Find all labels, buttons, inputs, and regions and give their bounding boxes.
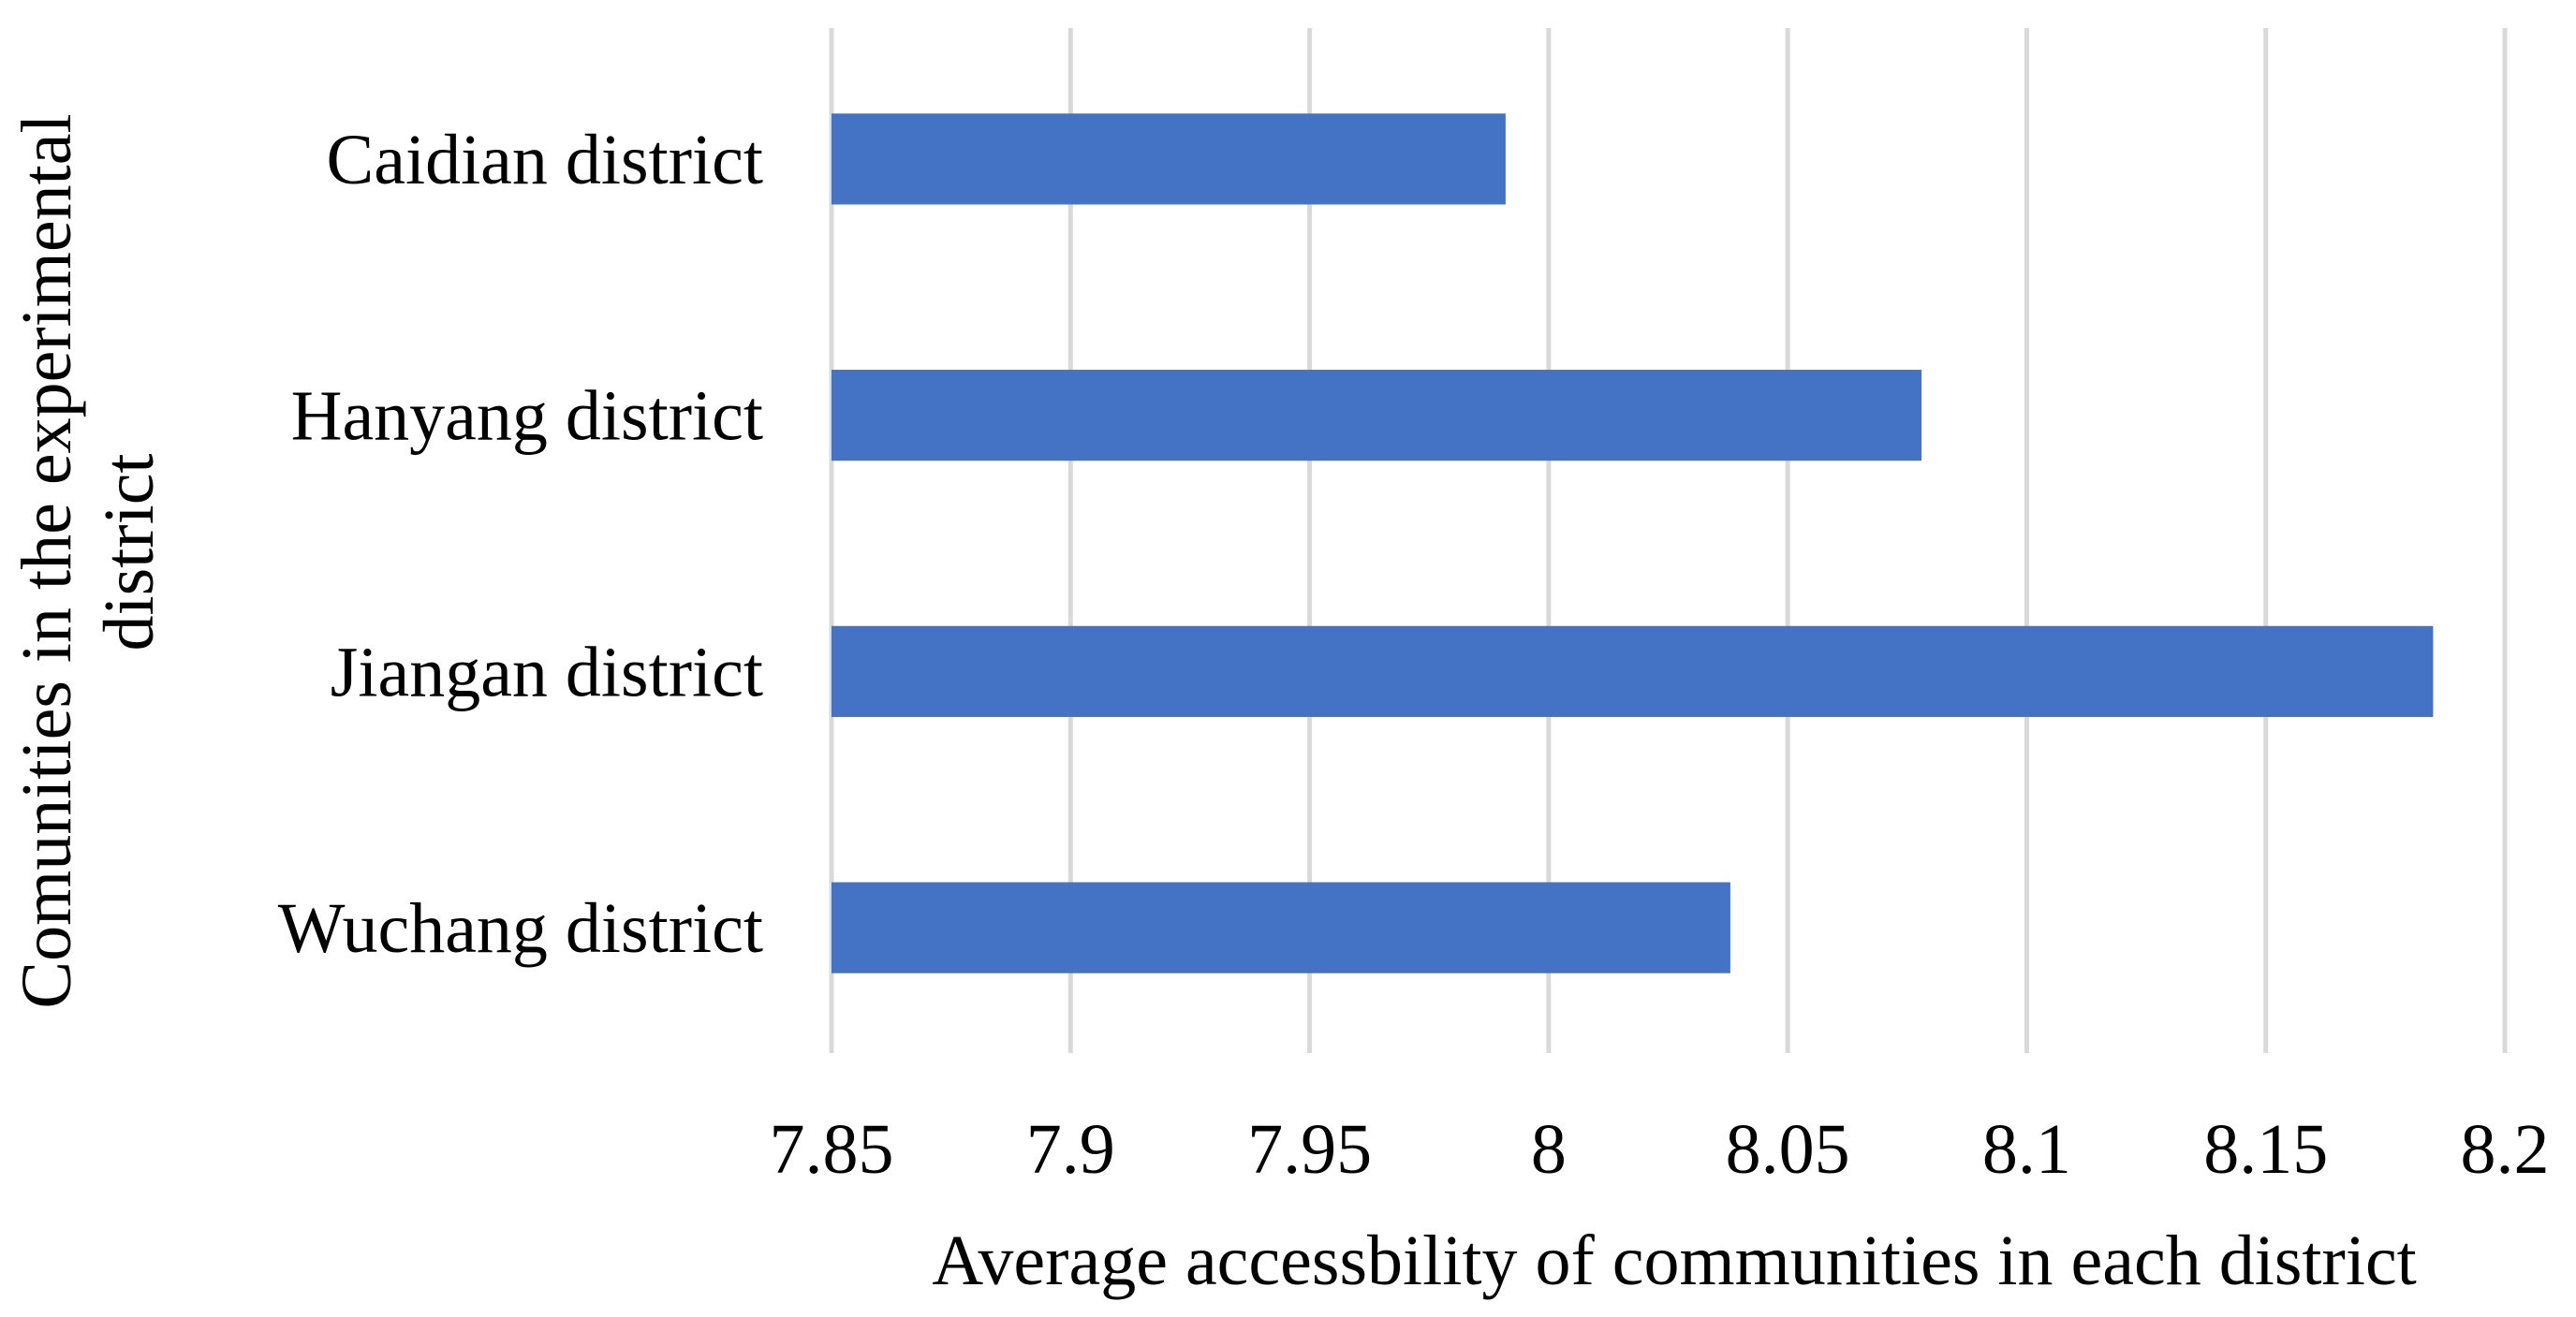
bar <box>832 113 1506 205</box>
bar <box>832 370 1922 461</box>
x-tick-label: 7.9 <box>1026 1110 1115 1189</box>
bars <box>832 113 2434 973</box>
category-label: Wuchang district <box>278 889 763 968</box>
x-axis-title: Average accessbility of communities in e… <box>932 1222 2417 1300</box>
category-label: Jiangan district <box>331 633 763 711</box>
bar <box>832 625 2434 717</box>
x-tick-labels: 7.85 7.9 7.95 8 8.05 8.1 8.15 8.2 <box>770 1110 2550 1189</box>
x-tick-label: 8.05 <box>1726 1110 1850 1189</box>
y-axis-title: Comunities in the experimental district <box>7 95 169 1008</box>
y-axis-title-line-2: district <box>90 453 169 651</box>
x-tick-label: 8.1 <box>1982 1110 2071 1189</box>
category-label: Caidian district <box>327 121 763 199</box>
category-label: Hanyang district <box>291 377 763 456</box>
x-tick-label: 7.95 <box>1247 1110 1372 1189</box>
x-tick-label: 8 <box>1531 1110 1567 1189</box>
x-tick-label: 7.85 <box>770 1110 894 1189</box>
x-tick-label: 8.2 <box>2461 1110 2550 1189</box>
category-labels: Caidian district Hanyang district Jiangan … <box>278 121 763 968</box>
bar <box>832 882 1730 973</box>
x-tick-label: 8.15 <box>2203 1110 2328 1189</box>
y-axis-title-line-1: Comunities in the experimental <box>7 113 86 1008</box>
